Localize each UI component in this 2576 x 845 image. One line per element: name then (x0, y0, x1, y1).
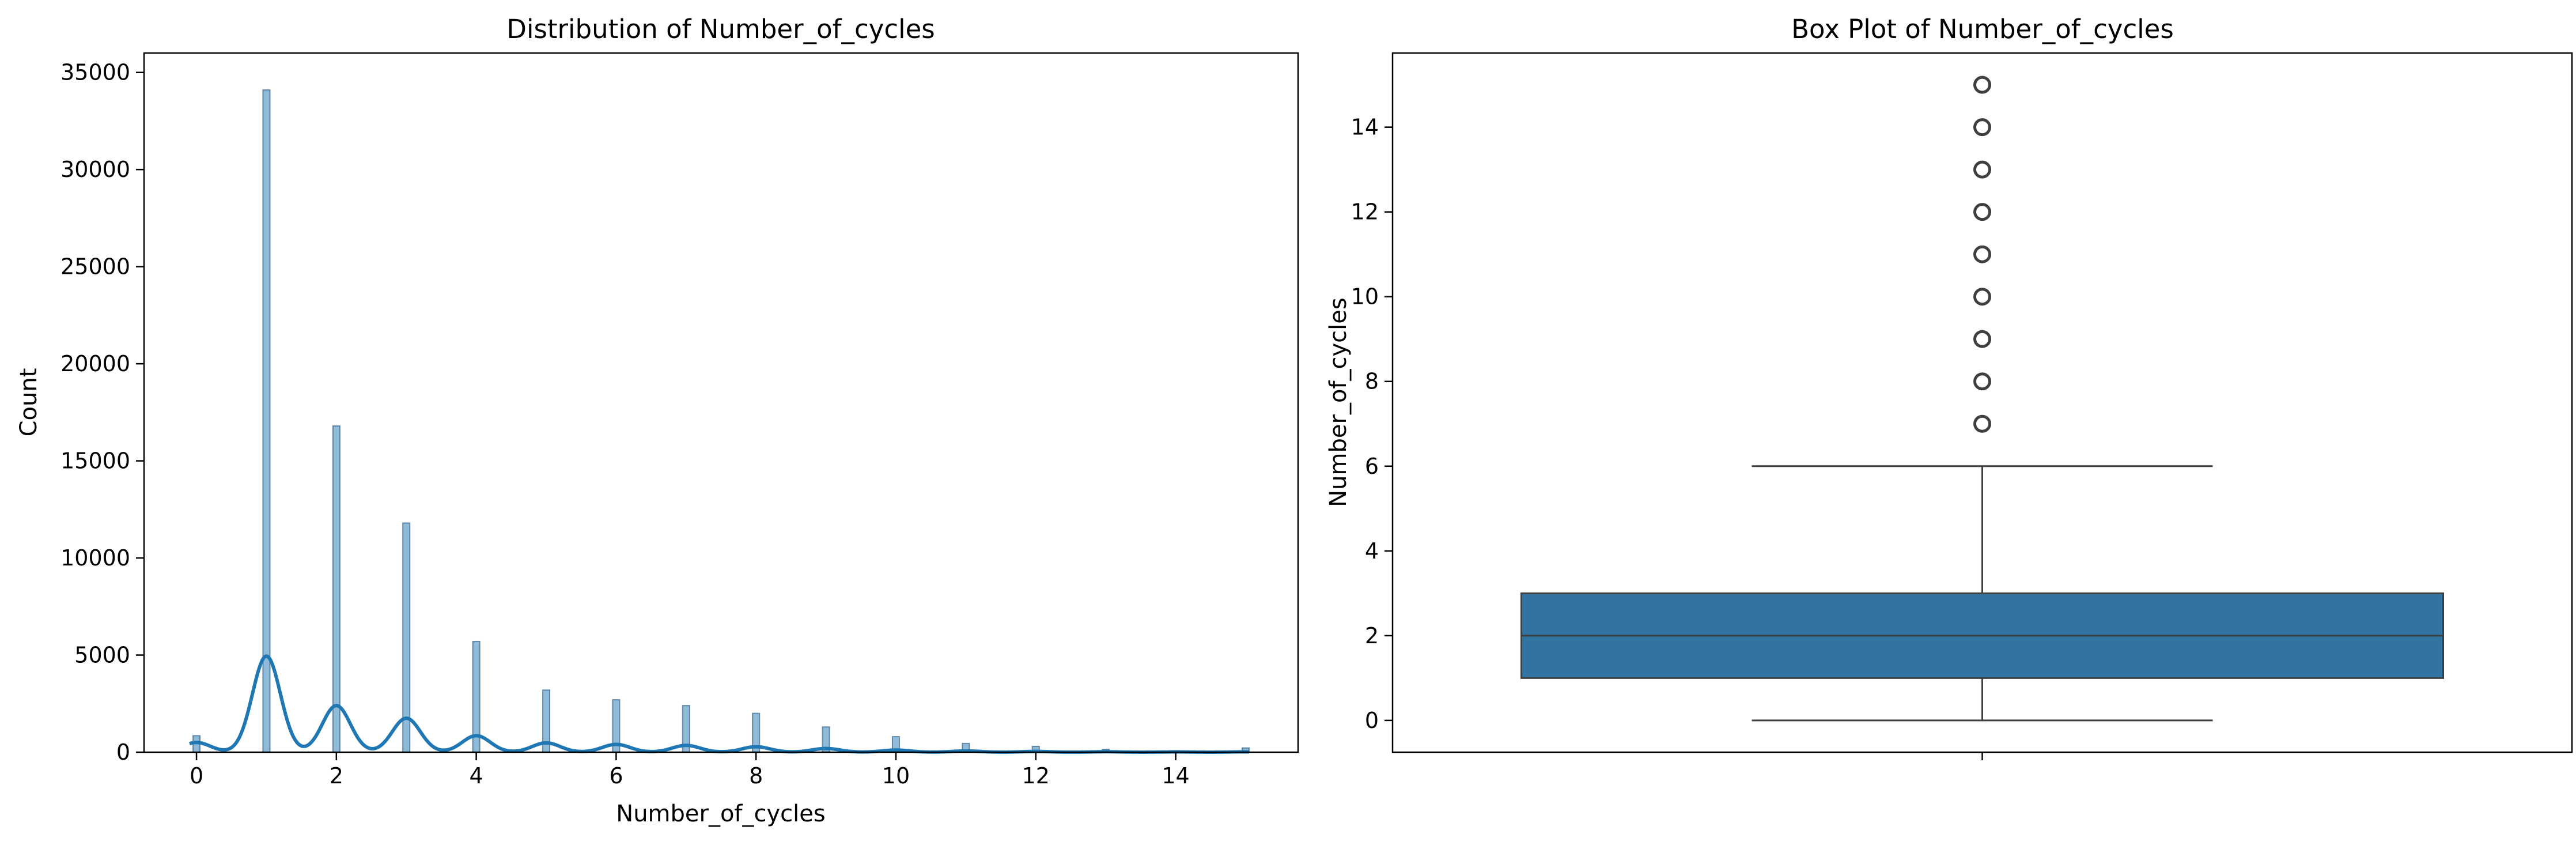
outlier-point (1973, 245, 1991, 263)
boxplot-y-tick-label: 6 (1365, 454, 1379, 479)
boxplot-ticks: 0 2 4 6 8 10 12 14 (1351, 115, 1983, 760)
histogram-y-tick-label: 20000 (60, 351, 130, 376)
histogram-plot-frame (143, 52, 1299, 753)
boxplot-plot-frame (1391, 52, 2573, 753)
histogram-x-tick-label: 14 (1162, 763, 1189, 789)
histogram-y-tick-label: 5000 (74, 643, 130, 668)
boxplot-y-tick-label: 10 (1351, 284, 1379, 310)
boxplot-y-tick-label: 12 (1351, 199, 1379, 225)
boxplot-y-tick-label: 2 (1365, 623, 1379, 648)
histogram-x-axis-label: Number_of_cycles (616, 801, 825, 827)
boxplot-y-tick-label: 14 (1351, 115, 1379, 140)
outlier-point (1973, 118, 1991, 137)
histogram-bars (192, 89, 1250, 753)
histogram-x-tick-label: 0 (190, 763, 203, 789)
boxplot-y-tick-label: 4 (1365, 538, 1379, 564)
histogram-y-tick-label: 30000 (60, 157, 130, 182)
boxplot-y-tick-label: 0 (1365, 708, 1379, 733)
histogram-ticks: 0 2 4 6 8 10 12 14 0 5000 10000 15000 20000 25000 3000… (60, 60, 1190, 789)
histogram-y-tick-label: 15000 (60, 448, 130, 474)
histogram-x-tick-label: 10 (882, 763, 910, 789)
outlier-point (1973, 372, 1991, 391)
histogram-x-tick-label: 8 (749, 763, 763, 789)
histogram-y-tick-label: 0 (116, 740, 130, 765)
outlier-point (1973, 76, 1991, 94)
histogram-y-tick-label: 35000 (60, 60, 130, 85)
histogram-title: Distribution of Number_of_cycles (506, 14, 935, 44)
boxplot-title: Box Plot of Number_of_cycles (1791, 14, 2174, 44)
outlier-point (1973, 203, 1991, 221)
histogram-bar (332, 425, 341, 753)
boxplot-y-axis-label: Number_of_cycles (1325, 297, 1352, 507)
histogram-panel: Distribution of Number_of_cycles 0 2 4 6 8 10… (16, 14, 1299, 827)
histogram-y-axis-label: Count (16, 368, 42, 437)
histogram-x-tick-label: 6 (609, 763, 623, 789)
boxplot-y-tick-label: 8 (1365, 369, 1379, 394)
kde-curve (189, 654, 1250, 754)
outlier-point (1973, 414, 1991, 433)
histogram-x-tick-label: 12 (1022, 763, 1050, 789)
boxplot-panel: Box Plot of Number_of_cycles 0 2 4 6 8 10 12 14… (1325, 14, 2573, 760)
boxplot-body (1520, 76, 2444, 722)
histogram-bar (262, 89, 271, 753)
histogram-y-tick-label: 10000 (60, 545, 130, 571)
outlier-point (1973, 160, 1991, 179)
outlier-point (1973, 330, 1991, 348)
histogram-y-tick-label: 25000 (60, 254, 130, 280)
histogram-x-tick-label: 2 (330, 763, 343, 789)
histogram-x-tick-label: 4 (470, 763, 483, 789)
outlier-point (1973, 288, 1991, 306)
